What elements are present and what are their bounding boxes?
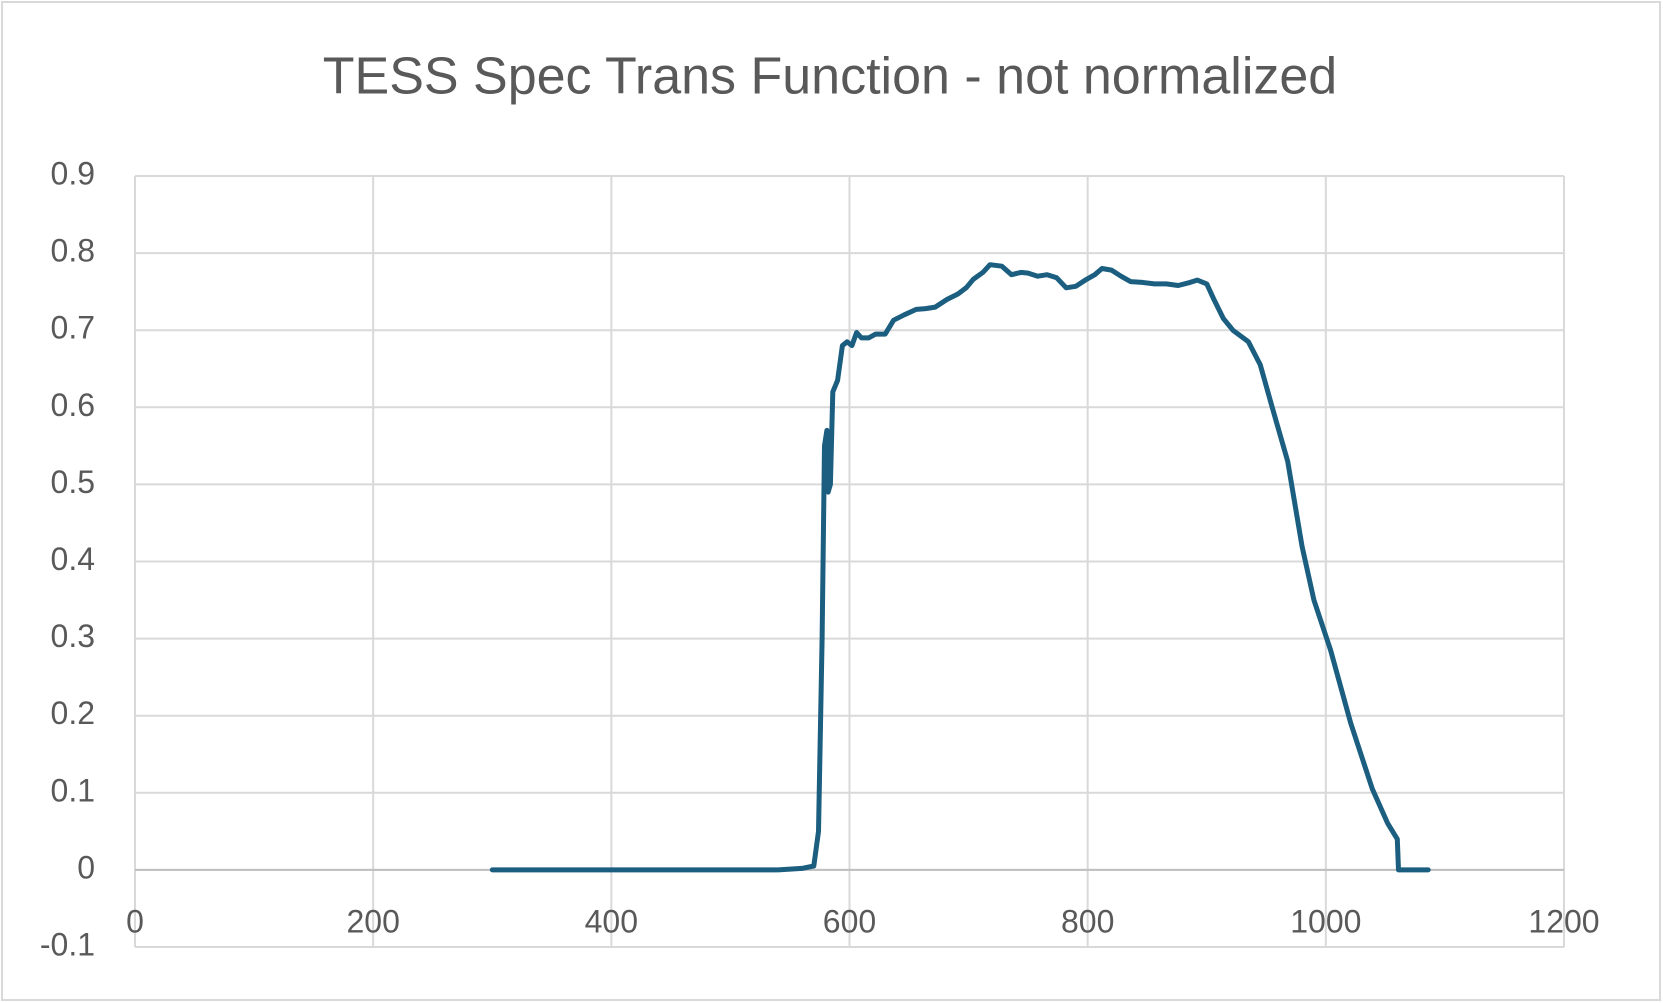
x-tick-label: 600 [823,903,876,939]
y-tick-label: 0.1 [51,772,95,808]
x-tick-label: 1000 [1290,903,1361,939]
y-tick-label: -0.1 [40,926,95,962]
x-tick-label: 0 [126,903,144,939]
data-line [489,262,1431,873]
y-tick-label: 0.3 [51,618,95,654]
x-tick-label: 1200 [1528,903,1599,939]
chart-title: TESS Spec Trans Function - not normalize… [323,48,1337,106]
y-tick-label: 0.5 [51,464,95,500]
y-tick-label: 0.6 [51,387,95,423]
y-tick-label: 0 [77,849,95,885]
x-tick-label: 200 [346,903,399,939]
y-tick-label: 0.4 [51,541,95,577]
y-tick-label: 0.7 [51,310,95,346]
x-tick-label: 400 [585,903,638,939]
x-tick-label: 800 [1061,903,1114,939]
y-tick-label: 0.8 [51,233,95,269]
y-tick-label: 0.2 [51,695,95,731]
y-tick-label: 0.9 [51,155,95,191]
